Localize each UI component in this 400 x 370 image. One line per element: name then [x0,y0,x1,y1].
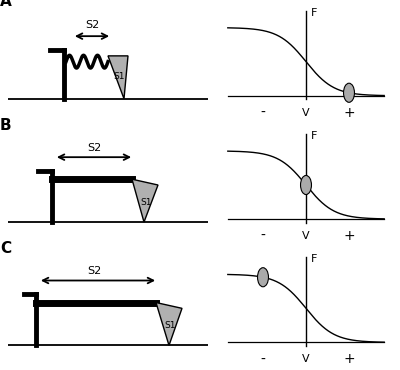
Text: S1: S1 [140,198,152,207]
Text: -: - [260,106,266,120]
Text: F: F [311,7,317,17]
Text: S2: S2 [87,266,101,276]
Polygon shape [132,179,158,222]
Text: -: - [260,353,266,366]
Circle shape [300,175,312,195]
Circle shape [344,83,354,102]
Text: F: F [311,254,317,264]
Text: C: C [0,241,11,256]
Text: +: + [343,229,355,243]
Text: S1: S1 [164,321,176,330]
Text: +: + [343,106,355,120]
Text: A: A [0,0,12,9]
Text: F: F [311,131,317,141]
Text: S1: S1 [113,72,125,81]
Polygon shape [156,303,182,346]
Text: S2: S2 [85,20,99,30]
Text: -: - [260,229,266,243]
Polygon shape [108,56,128,99]
Text: B: B [0,118,12,133]
Text: V: V [302,108,310,118]
Circle shape [258,268,268,287]
Text: S2: S2 [87,143,101,153]
Text: V: V [302,231,310,241]
Text: +: + [343,353,355,366]
Text: V: V [302,354,310,364]
